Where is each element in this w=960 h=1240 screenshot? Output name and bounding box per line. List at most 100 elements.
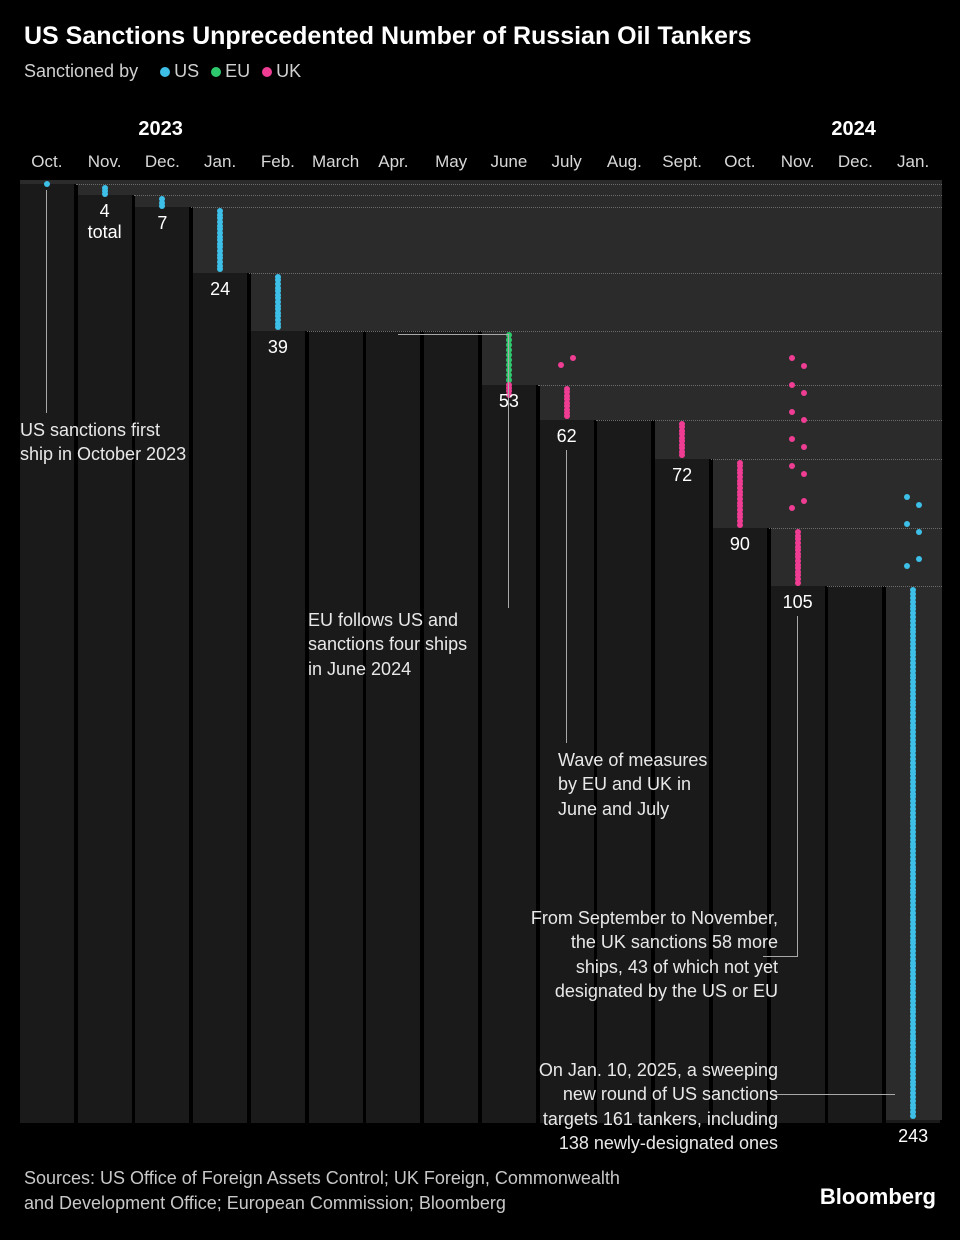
sources-text: Sources: US Office of Foreign Assets Con… (24, 1166, 644, 1216)
annotation: From September to November,the UK sancti… (498, 906, 778, 1003)
annotation: EU follows US andsanctions four shipsin … (308, 608, 467, 681)
sanction-dot-scatter (789, 436, 795, 442)
sanction-dot-scatter (801, 390, 807, 396)
step-band (78, 184, 942, 196)
cum-gridline (191, 207, 942, 208)
month-label: July (552, 152, 582, 172)
month-label: Nov. (88, 152, 122, 172)
annotation-leader (773, 1094, 895, 1095)
chart-area: 2023 2024 Oct. Nov. Dec. Jan. Feb. March Apr. May… (18, 118, 942, 1123)
month-label: Dec. (145, 152, 180, 172)
sanction-dot-scatter (789, 463, 795, 469)
step-band (135, 195, 942, 207)
annotation-leader (46, 190, 47, 413)
brand-logo: Bloomberg (820, 1184, 936, 1210)
annotation-leader (797, 616, 798, 956)
sanction-dot-scatter (916, 556, 922, 562)
cum-gridline (596, 420, 943, 421)
cum-count-label: 24 (210, 279, 230, 300)
month-label: Aug. (607, 152, 642, 172)
legend-dot-eu (211, 67, 221, 77)
step-band (193, 207, 942, 273)
chart-title: US Sanctions Unprecedented Number of Rus… (0, 0, 960, 61)
sanction-dot-scatter (789, 505, 795, 511)
sanction-dot (795, 580, 801, 586)
month-label: Oct. (724, 152, 755, 172)
month-label: Apr. (378, 152, 408, 172)
cum-gridline (249, 273, 942, 274)
sanction-dot (217, 266, 223, 272)
month-label: Jan. (204, 152, 236, 172)
month-label: Feb. (261, 152, 295, 172)
sanction-dot-scatter (904, 494, 910, 500)
sanction-dot-scatter (916, 529, 922, 535)
cum-count-label: 62 (557, 426, 577, 447)
month-label: May (435, 152, 467, 172)
sanction-dot (102, 191, 108, 197)
cum-count-label: 7 (157, 213, 167, 234)
sanction-dot-scatter (801, 444, 807, 450)
cum-gridline (307, 331, 942, 332)
month-label: Dec. (838, 152, 873, 172)
year-label: 2023 (138, 118, 183, 141)
annotation-leader (763, 956, 798, 957)
step-band (540, 385, 942, 420)
sanction-dot (44, 181, 50, 187)
sanction-dot-scatter (916, 502, 922, 508)
sanction-dot-scatter (801, 471, 807, 477)
sanction-dot-scatter (801, 417, 807, 423)
month-label: March (312, 152, 359, 172)
month-label: Oct. (31, 152, 62, 172)
legend-dot-us (160, 67, 170, 77)
step-band (655, 420, 942, 459)
annotation-leader (508, 335, 509, 608)
sanction-dot-scatter (570, 355, 576, 361)
annotation-leader (566, 450, 567, 743)
cum-gridline (76, 184, 942, 185)
sanction-dot-scatter (801, 363, 807, 369)
cum-count-label: 105 (783, 592, 813, 613)
sanction-dot (275, 324, 281, 330)
cum-gridline (827, 586, 943, 587)
cum-count-label: 39 (268, 337, 288, 358)
step-band (482, 331, 942, 385)
sanction-dot-scatter (904, 521, 910, 527)
month-label: Sept. (662, 152, 702, 172)
cum-gridline (538, 385, 942, 386)
cum-gridline (711, 459, 942, 460)
sanction-dot (679, 452, 685, 458)
legend-label-us: US (174, 61, 199, 81)
annotation: On Jan. 10, 2025, a sweepingnew round of… (498, 1058, 778, 1155)
annotation: US sanctions firstship in October 2023 (20, 418, 186, 467)
annotation: Wave of measuresby EU and UK inJune and … (558, 748, 707, 821)
sanction-dot-scatter (904, 563, 910, 569)
legend-label-eu: EU (225, 61, 250, 81)
cum-gridline (134, 195, 943, 196)
sanction-dot-scatter (789, 382, 795, 388)
month-label: June (490, 152, 527, 172)
sanction-dot (564, 413, 570, 419)
cum-count-label: 90 (730, 534, 750, 555)
sanction-dot-scatter (789, 409, 795, 415)
legend-label: Sanctioned by (24, 61, 138, 82)
legend: Sanctioned by US EU UK (0, 61, 960, 100)
chart-column (193, 180, 247, 1123)
sanction-dot (910, 1113, 916, 1119)
sanction-dot-scatter (789, 355, 795, 361)
month-label: Nov. (781, 152, 815, 172)
cum-count-label: 4total (88, 201, 122, 243)
step-band (251, 273, 942, 331)
sanction-dot-scatter (801, 498, 807, 504)
cum-count-label: 243 (898, 1126, 928, 1147)
legend-dot-uk (262, 67, 272, 77)
sanction-dot (737, 522, 743, 528)
sanction-dot (159, 203, 165, 209)
sanction-dot-scatter (558, 362, 564, 368)
legend-label-uk: UK (276, 61, 301, 81)
chart-column (78, 180, 132, 1123)
chart-column (135, 180, 189, 1123)
year-label: 2024 (831, 118, 876, 141)
cum-count-label: 72 (672, 465, 692, 486)
annotation-leader (398, 334, 509, 335)
month-label: Jan. (897, 152, 929, 172)
